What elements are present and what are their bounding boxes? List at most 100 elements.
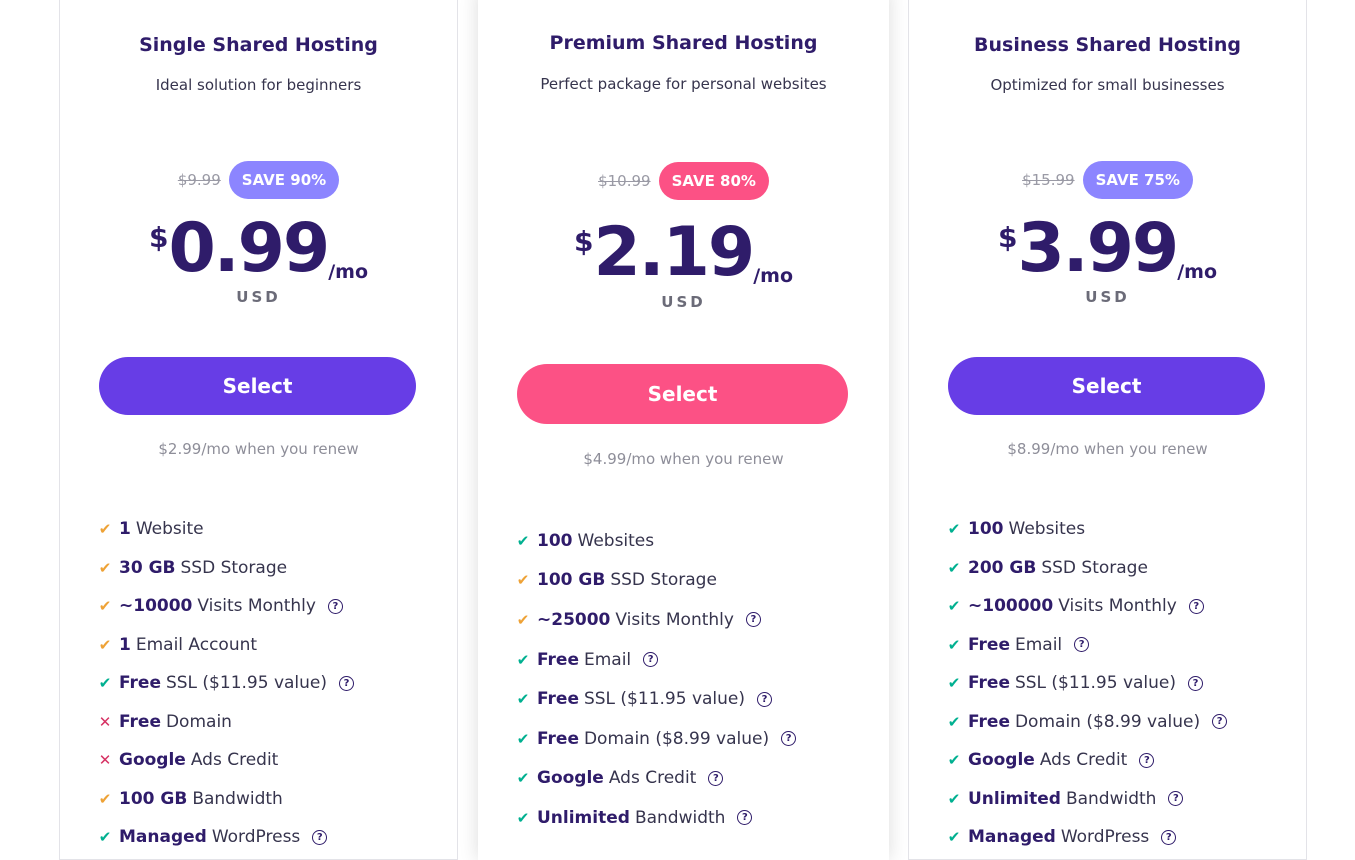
price-amount: 2.19 [593, 213, 755, 292]
feature-highlight: 100 GB [119, 788, 188, 809]
check-icon: ✔ [516, 650, 530, 669]
discount-line: $9.99 SAVE 90% [60, 161, 457, 199]
feature-text: Ads Credit [190, 750, 279, 771]
price: $ 2.19 /mo [478, 217, 889, 289]
select-button[interactable]: Select [517, 364, 848, 424]
help-icon[interactable]: ? [708, 770, 724, 786]
original-price: $15.99 [1022, 171, 1075, 189]
feature-highlight: 30 GB [119, 557, 176, 578]
check-icon: ✔ [516, 690, 530, 709]
help-icon[interactable]: ? [745, 612, 761, 628]
check-icon: ✔ [98, 520, 112, 539]
feature-item: ✕ Google Ads Credit [98, 741, 354, 780]
feature-item: ✔ Google Ads Credit ? [947, 741, 1227, 780]
feature-item: ✔ 100 GB Bandwidth [98, 780, 354, 819]
select-button[interactable]: Select [948, 357, 1265, 415]
currency-symbol: $ [997, 221, 1018, 254]
feature-text: Website [135, 519, 204, 540]
feature-text: Websites [1008, 519, 1086, 540]
feature-highlight: Unlimited [968, 788, 1061, 809]
feature-item: ✔ Free SSL ($11.95 value) ? [98, 664, 355, 703]
original-price: $10.99 [598, 172, 651, 190]
feature-item: ✔ ~100000 Visits Monthly ? [947, 587, 1227, 626]
feature-highlight: ~25000 [537, 609, 611, 630]
price: $ 0.99 /mo [60, 213, 457, 285]
feature-item: ✔ 100 Websites [516, 521, 796, 561]
plan-title: Premium Shared Hosting [549, 32, 818, 54]
price-amount: 0.99 [168, 209, 330, 288]
feature-item: ✔ 200 GB SSD Storage [947, 549, 1227, 588]
feature-text: Domain [165, 711, 232, 732]
feature-highlight: ~100000 [968, 596, 1054, 617]
price-period: /mo [328, 261, 369, 283]
feature-item: ✔ 1 Website [98, 510, 354, 549]
feature-item: ✔ Unlimited Bandwidth ? [947, 780, 1227, 819]
check-icon: ✔ [947, 789, 961, 808]
feature-text: SSD Storage [180, 557, 288, 578]
help-icon[interactable]: ? [1188, 675, 1204, 691]
currency-unit: USD [661, 293, 706, 311]
feature-text: Websites [577, 530, 655, 551]
help-icon[interactable]: ? [1161, 829, 1177, 845]
check-icon: ✔ [516, 729, 530, 748]
help-icon[interactable]: ? [327, 598, 343, 614]
feature-highlight: Free [968, 634, 1010, 655]
feature-highlight: Free [968, 673, 1010, 694]
discount-line: $10.99 SAVE 80% [478, 162, 889, 200]
check-icon: ✔ [516, 571, 530, 590]
check-icon: ✔ [947, 558, 961, 577]
plan-subtitle: Optimized for small businesses [990, 76, 1225, 94]
help-icon[interactable]: ? [781, 731, 797, 747]
feature-item: ✔ ~25000 Visits Monthly ? [516, 600, 796, 640]
feature-text: Visits Monthly [1058, 596, 1177, 617]
feature-highlight: Managed [119, 827, 207, 848]
price-period: /mo [753, 265, 794, 287]
discount-line: $15.99 SAVE 75% [909, 161, 1306, 199]
check-icon: ✔ [947, 712, 961, 731]
select-button[interactable]: Select [99, 357, 416, 415]
feature-item: ✔ Free Domain ($8.99 value) ? [516, 719, 797, 759]
help-icon[interactable]: ? [1188, 598, 1204, 614]
help-icon[interactable]: ? [312, 829, 328, 845]
cross-icon: ✕ [98, 751, 112, 770]
feature-item: ✔ 100 Websites [947, 510, 1227, 549]
feature-highlight: 1 [119, 519, 131, 540]
help-icon[interactable]: ? [737, 810, 753, 826]
feature-text: SSL ($11.95 value) [583, 689, 746, 710]
feature-item: ✔ Unlimited Bandwidth ? [516, 798, 796, 838]
check-icon: ✔ [98, 828, 112, 847]
renewal-price: $4.99/mo when you renew [583, 450, 784, 468]
feature-highlight: Google [537, 768, 604, 789]
feature-item: ✔ ~10000 Visits Monthly ? [98, 587, 354, 626]
plan-subtitle: Ideal solution for beginners [155, 76, 362, 94]
help-icon[interactable]: ? [757, 691, 773, 707]
feature-highlight: 200 GB [968, 557, 1037, 578]
feature-highlight: 1 [119, 634, 131, 655]
feature-text: Bandwidth [192, 788, 283, 809]
check-icon: ✔ [947, 635, 961, 654]
feature-text: SSD Storage [610, 570, 717, 591]
plan-title: Business Shared Hosting [974, 34, 1241, 56]
plan-title: Single Shared Hosting [139, 34, 378, 56]
feature-item: ✔ 30 GB SSD Storage [98, 549, 354, 588]
feature-highlight: Free [537, 728, 579, 749]
help-icon[interactable]: ? [1168, 791, 1184, 807]
feature-text: Email [583, 649, 632, 670]
help-icon[interactable]: ? [1139, 752, 1155, 768]
feature-highlight: Managed [968, 827, 1056, 848]
feature-text: SSL ($11.95 value) [1014, 673, 1177, 694]
feature-item: ✔ 100 GB SSD Storage [516, 561, 796, 601]
help-icon[interactable]: ? [1074, 637, 1090, 653]
feature-highlight: Free [119, 673, 161, 694]
check-icon: ✔ [947, 520, 961, 539]
help-icon[interactable]: ? [643, 652, 659, 668]
check-icon: ✔ [98, 635, 112, 654]
feature-item: ✔ Free Email ? [516, 640, 796, 680]
currency-unit: USD [1085, 288, 1130, 306]
help-icon[interactable]: ? [339, 675, 355, 691]
help-icon[interactable]: ? [1212, 714, 1228, 730]
feature-text: Email [1014, 634, 1063, 655]
feature-text: Domain ($8.99 value) [583, 728, 770, 749]
feature-highlight: Unlimited [537, 807, 630, 828]
check-icon: ✔ [947, 674, 961, 693]
